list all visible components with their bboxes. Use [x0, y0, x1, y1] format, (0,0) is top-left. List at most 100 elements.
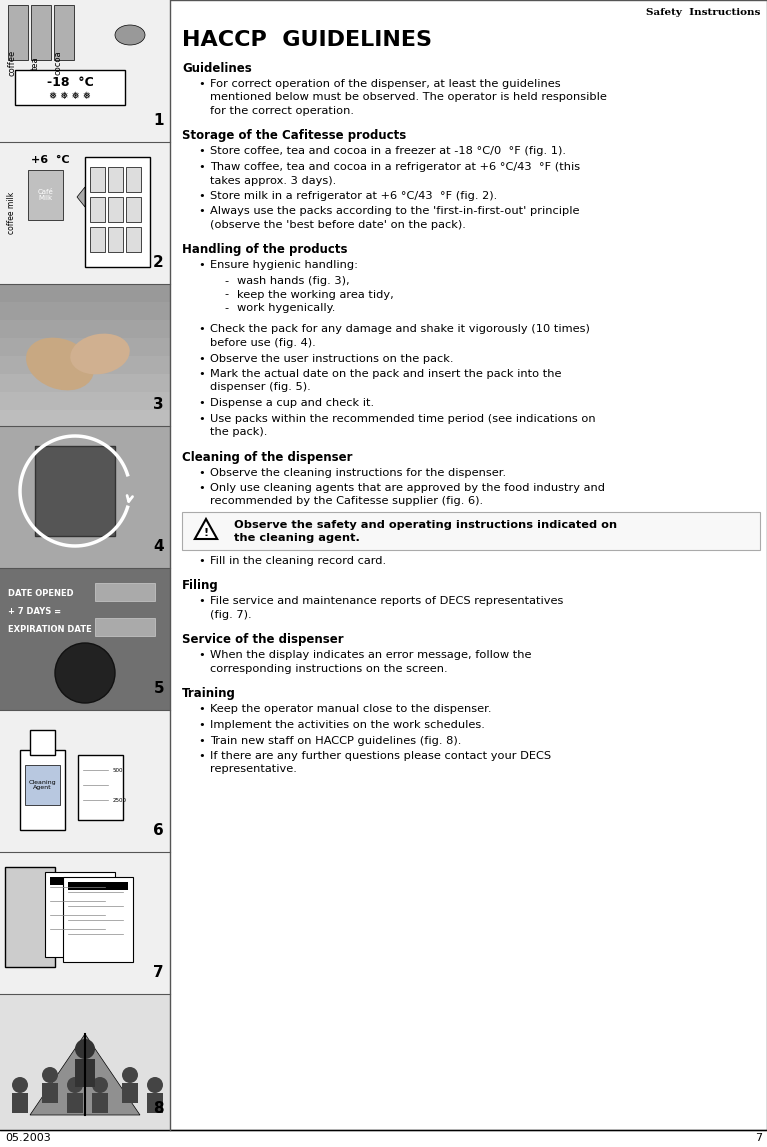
- Bar: [126, 197, 141, 223]
- Bar: [68, 882, 128, 890]
- Text: +6  °C: +6 °C: [31, 155, 69, 165]
- Text: tea: tea: [31, 56, 39, 70]
- Bar: [0, 568, 170, 710]
- Text: •: •: [198, 79, 205, 89]
- Text: Check the pack for any damage and shake it vigorously (10 times): Check the pack for any damage and shake …: [210, 325, 590, 335]
- Bar: [30, 729, 55, 755]
- Text: •: •: [198, 162, 205, 172]
- Bar: [31, 5, 51, 60]
- Text: When the display indicates an error message, follow the: When the display indicates an error mess…: [210, 650, 532, 661]
- Text: •: •: [198, 414, 205, 423]
- Bar: [67, 1093, 83, 1113]
- Bar: [42, 1083, 58, 1103]
- Bar: [0, 320, 170, 338]
- Text: + 7 DAYS =: + 7 DAYS =: [8, 607, 61, 616]
- Text: •: •: [198, 704, 205, 715]
- Bar: [90, 167, 105, 192]
- Bar: [126, 167, 141, 192]
- Text: Keep the operator manual close to the dispenser.: Keep the operator manual close to the di…: [210, 704, 492, 715]
- Text: 500: 500: [113, 767, 123, 772]
- Bar: [0, 0, 170, 142]
- Text: Safety  Instructions: Safety Instructions: [646, 8, 760, 17]
- Text: !: !: [203, 528, 209, 538]
- Bar: [0, 710, 170, 852]
- Ellipse shape: [26, 337, 94, 390]
- Text: Filing: Filing: [182, 579, 219, 593]
- Bar: [28, 170, 63, 220]
- Bar: [45, 872, 115, 957]
- Bar: [0, 409, 170, 428]
- Bar: [85, 157, 150, 267]
- Text: 1: 1: [153, 114, 164, 128]
- Text: Use packs within the recommended time period (see indications on: Use packs within the recommended time pe…: [210, 414, 596, 423]
- Bar: [90, 227, 105, 252]
- Text: Observe the user instructions on the pack.: Observe the user instructions on the pac…: [210, 353, 453, 364]
- Text: 6: 6: [153, 824, 164, 838]
- Circle shape: [147, 1077, 163, 1093]
- Text: EXPIRATION DATE: EXPIRATION DATE: [8, 624, 92, 633]
- Text: •: •: [198, 556, 205, 565]
- Text: before use (fig. 4).: before use (fig. 4).: [210, 338, 316, 348]
- Text: 2: 2: [153, 255, 164, 270]
- Text: Train new staff on HACCP guidelines (fig. 8).: Train new staff on HACCP guidelines (fig…: [210, 735, 462, 746]
- Text: •: •: [198, 468, 205, 477]
- Text: 7: 7: [153, 965, 164, 980]
- Bar: [0, 374, 170, 392]
- Circle shape: [55, 643, 115, 703]
- Text: 05.2003: 05.2003: [5, 1133, 51, 1144]
- Text: Training: Training: [182, 687, 236, 701]
- Text: •: •: [198, 735, 205, 746]
- Bar: [78, 755, 123, 820]
- Text: 2500: 2500: [113, 797, 127, 803]
- Text: For correct operation of the dispenser, at least the guidelines: For correct operation of the dispenser, …: [210, 79, 561, 89]
- Text: File service and maintenance reports of DECS representatives: File service and maintenance reports of …: [210, 596, 564, 607]
- Text: 5: 5: [153, 681, 164, 696]
- Text: HACCP  GUIDELINES: HACCP GUIDELINES: [182, 30, 432, 50]
- Bar: [5, 867, 55, 967]
- Bar: [12, 1093, 28, 1113]
- Text: Dispense a cup and check it.: Dispense a cup and check it.: [210, 398, 374, 408]
- Bar: [108, 167, 123, 192]
- Bar: [25, 765, 60, 805]
- Text: keep the working area tidy,: keep the working area tidy,: [237, 289, 393, 299]
- Text: (observe the 'best before date' on the pack).: (observe the 'best before date' on the p…: [210, 220, 466, 231]
- Text: •: •: [198, 206, 205, 217]
- Bar: [75, 1059, 95, 1087]
- Text: If there are any further questions please contact your DECS: If there are any further questions pleas…: [210, 751, 551, 760]
- Text: -: -: [224, 303, 228, 313]
- Bar: [182, 512, 760, 551]
- Text: Guidelines: Guidelines: [182, 62, 252, 75]
- Circle shape: [12, 1077, 28, 1093]
- Bar: [0, 142, 170, 284]
- Ellipse shape: [115, 25, 145, 45]
- Text: coffee milk: coffee milk: [8, 192, 17, 234]
- Text: -18  °C: -18 °C: [47, 76, 94, 88]
- Text: 8: 8: [153, 1101, 164, 1116]
- Text: 3: 3: [153, 397, 164, 412]
- Text: Storage of the Cafitesse products: Storage of the Cafitesse products: [182, 130, 407, 142]
- Text: Store milk in a refrigerator at +6 °C/43  °F (fig. 2).: Store milk in a refrigerator at +6 °C/43…: [210, 192, 497, 201]
- Text: 7: 7: [755, 1133, 762, 1144]
- Text: Fill in the cleaning record card.: Fill in the cleaning record card.: [210, 556, 386, 565]
- Bar: [108, 227, 123, 252]
- Bar: [126, 227, 141, 252]
- Text: dispenser (fig. 5).: dispenser (fig. 5).: [210, 382, 311, 392]
- Circle shape: [122, 1067, 138, 1083]
- Text: Service of the dispenser: Service of the dispenser: [182, 633, 344, 647]
- Text: ❅ ❅ ❅ ❅: ❅ ❅ ❅ ❅: [49, 91, 91, 101]
- Text: Thaw coffee, tea and cocoa in a refrigerator at +6 °C/43  °F (this: Thaw coffee, tea and cocoa in a refriger…: [210, 162, 580, 172]
- Polygon shape: [77, 187, 85, 206]
- Text: Handling of the products: Handling of the products: [182, 243, 347, 257]
- Text: Only use cleaning agents that are approved by the food industry and: Only use cleaning agents that are approv…: [210, 483, 605, 493]
- Bar: [122, 1083, 138, 1103]
- Bar: [0, 356, 170, 374]
- Bar: [0, 284, 170, 302]
- Text: coffee: coffee: [8, 49, 17, 76]
- Bar: [147, 1093, 163, 1113]
- Ellipse shape: [71, 334, 130, 374]
- Text: •: •: [198, 650, 205, 661]
- Text: takes approx. 3 days).: takes approx. 3 days).: [210, 175, 336, 186]
- Text: •: •: [198, 325, 205, 335]
- Polygon shape: [195, 518, 217, 539]
- Bar: [8, 5, 28, 60]
